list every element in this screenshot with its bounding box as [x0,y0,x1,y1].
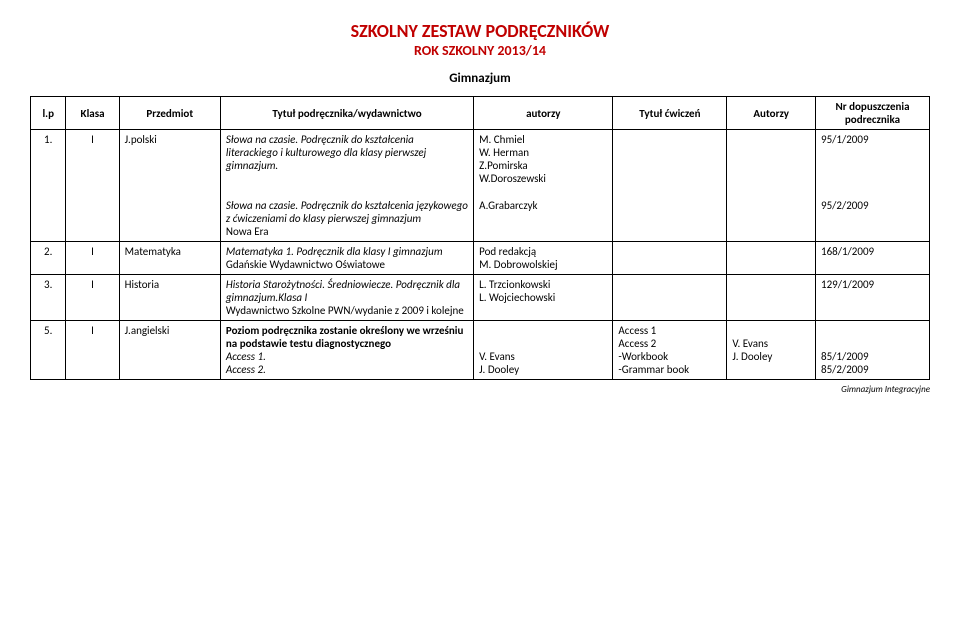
cell-cwiczen [613,242,727,275]
cell-tytul: Słowa na czasie. Podręcznik do kształcen… [220,130,473,189]
cell-przedmiot: J.angielski [119,321,220,380]
col-tytul: Tytuł podręcznika/wydawnictwo [220,97,473,130]
col-autorzy2: Autorzy [727,97,816,130]
cell-autorzy2: V. Evans J. Dooley [727,321,816,380]
col-klasa: Klasa [66,97,119,130]
cell-autorzy2 [727,130,816,189]
cell-klasa [66,188,119,242]
cell-nr: 129/1/2009 [816,275,930,321]
cell-cwiczen: Access 1 Access 2 -Workbook -Grammar boo… [613,321,727,380]
cell-tytul: Matematyka 1. Podręcznik dla klasy I gim… [220,242,473,275]
cell-cwiczen [613,130,727,189]
table-row: Słowa na czasie. Podręcznik do kształcen… [31,188,930,242]
cell-cwiczen [613,275,727,321]
cell-klasa: I [66,321,119,380]
cell-przedmiot: Historia [119,275,220,321]
cell-cwiczen [613,188,727,242]
cell-klasa: I [66,242,119,275]
cell-lp: 1. [31,130,66,189]
col-cwiczen: Tytuł ćwiczeń [613,97,727,130]
cell-autorzy: M. Chmiel W. Herman Z.Pomirska W.Dorosze… [474,130,613,189]
cell-nr: 168/1/2009 [816,242,930,275]
cell-autorzy: A.Grabarczyk [474,188,613,242]
cell-autorzy2 [727,275,816,321]
cell-lp [31,188,66,242]
col-lp: l.p [31,97,66,130]
col-autorzy: autorzy [474,97,613,130]
cell-lp: 5. [31,321,66,380]
cell-lp: 2. [31,242,66,275]
textbook-table: l.p Klasa Przedmiot Tytuł podręcznika/wy… [30,96,930,380]
table-header-row: l.p Klasa Przedmiot Tytuł podręcznika/wy… [31,97,930,130]
col-nr: Nr dopuszczenia podrecznika [816,97,930,130]
cell-przedmiot: J.polski [119,130,220,189]
table-row: 3. I Historia Historia Starożytności. Śr… [31,275,930,321]
cell-lp: 3. [31,275,66,321]
cell-autorzy2 [727,188,816,242]
cell-nr: 95/1/2009 [816,130,930,189]
cell-tytul: Poziom podręcznika zostanie określony we… [220,321,473,380]
cell-klasa: I [66,275,119,321]
cell-autorzy: L. Trzcionkowski L. Wojciechowski [474,275,613,321]
page-subtitle: ROK SZKOLNY 2013/14 [30,42,930,59]
table-row: 1. I J.polski Słowa na czasie. Podręczni… [31,130,930,189]
table-row: 2. I Matematyka Matematyka 1. Podręcznik… [31,242,930,275]
table-row: 5. I J.angielski Poziom podręcznika zost… [31,321,930,380]
cell-autorzy2 [727,242,816,275]
cell-przedmiot [119,188,220,242]
cell-tytul: Słowa na czasie. Podręcznik do kształcen… [220,188,473,242]
page-footer: Gimnazjum Integracyjne [30,384,930,395]
cell-nr: 85/1/2009 85/2/2009 [816,321,930,380]
col-przedmiot: Przedmiot [119,97,220,130]
cell-klasa: I [66,130,119,189]
cell-nr: 95/2/2009 [816,188,930,242]
cell-autorzy: V. Evans J. Dooley [474,321,613,380]
cell-tytul: Historia Starożytności. Średniowiecze. P… [220,275,473,321]
cell-przedmiot: Matematyka [119,242,220,275]
page-title: SZKOLNY ZESTAW PODRĘCZNIKÓW [30,20,930,42]
section-label: Gimnazjum [30,71,930,86]
cell-autorzy: Pod redakcją M. Dobrowolskiej [474,242,613,275]
